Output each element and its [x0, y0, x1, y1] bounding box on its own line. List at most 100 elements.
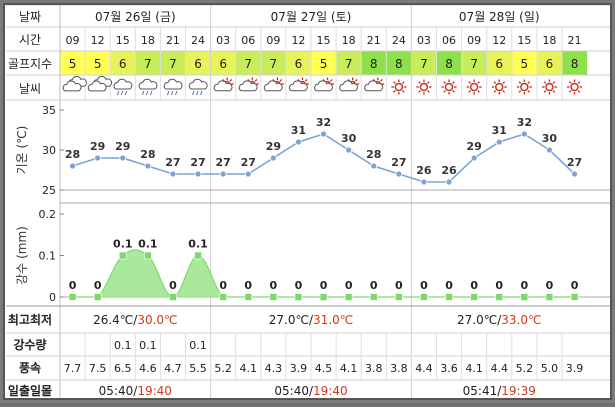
wind-speed: 4.7: [164, 362, 182, 375]
time-label: 18: [342, 34, 356, 47]
rain-point: [420, 293, 428, 301]
max-temp: 31.0℃: [313, 313, 353, 327]
wind-speed: 3.8: [390, 362, 408, 375]
rain-point: [545, 293, 554, 301]
sun-ray: [380, 78, 383, 82]
sunrise-time: 05:40: [99, 384, 134, 398]
temp-data-label: 26: [441, 164, 457, 177]
rain-point: [520, 293, 529, 301]
golf-index-value: 6: [546, 57, 554, 71]
golf-index-value: 8: [445, 57, 453, 71]
sun-shape: [495, 82, 504, 92]
sunny-icon: [491, 79, 507, 95]
golf-index-value: 6: [219, 57, 227, 71]
golf-index-cell: [135, 51, 161, 75]
temp-data-label: 30: [341, 132, 357, 145]
golf-index-cell: [361, 51, 387, 75]
rain-point: [470, 293, 478, 301]
temp-point: [219, 170, 227, 178]
time-label: 24: [191, 34, 205, 47]
golf-index-cell: [260, 51, 286, 75]
cloudy-icon: [62, 75, 87, 92]
time-label: 12: [91, 34, 105, 47]
wind-speed: 6.5: [114, 362, 132, 375]
time-label: 15: [116, 34, 130, 47]
cloud-shape: [364, 80, 384, 92]
wind-speed: 3.9: [290, 362, 308, 375]
sunrise-time: 05:41: [463, 384, 498, 398]
wind-speed: 5.0: [541, 362, 559, 375]
separator: /: [497, 313, 502, 327]
temp-ytick-label: 30: [42, 144, 56, 157]
cloud-shape: [213, 80, 233, 92]
sun-ray: [229, 78, 233, 82]
rain-data-label: 0: [571, 279, 579, 292]
separator: /: [309, 384, 314, 398]
temp-data-label: 26: [416, 164, 432, 177]
rain-data-label: 0.1: [188, 238, 208, 251]
temp-data-label: 27: [215, 156, 230, 169]
sun-ray: [477, 90, 480, 93]
sun-shape: [394, 82, 404, 92]
partly-cloudy-icon: [288, 77, 309, 92]
temp-data-label: 27: [190, 156, 205, 169]
sun-ray: [393, 90, 396, 93]
golf-index-value: 7: [169, 57, 177, 71]
rain-point: [194, 251, 202, 260]
sun-ray: [577, 81, 581, 84]
rain-ytick-label: 0.1: [39, 250, 57, 263]
min-temp: 27.0℃: [457, 313, 497, 327]
golf-index-cell: [436, 51, 462, 75]
sun-ray: [418, 81, 421, 84]
sun-ray: [502, 90, 506, 93]
rain-icon: [138, 78, 158, 96]
golf-index-cell: [210, 51, 236, 75]
min-max-temp: 27.0℃/33.0℃: [457, 313, 541, 327]
wind-speed: 4.1: [340, 362, 358, 375]
golf-index-cell: [511, 51, 537, 75]
partly-cloudy-icon: [364, 77, 385, 92]
golf-index-value: 6: [119, 57, 127, 71]
sun-ray: [568, 90, 572, 93]
golf-index-value: 7: [144, 57, 152, 71]
rain-drop: [124, 90, 128, 96]
sun-ray: [493, 81, 497, 84]
rain-data-label: 0: [395, 279, 403, 292]
sun-ray: [452, 90, 455, 93]
sunny-icon: [541, 79, 557, 95]
cloud-shape: [163, 78, 183, 90]
max-temp: 33.0℃: [501, 313, 541, 327]
sun-ray: [355, 78, 358, 82]
golf-index-value: 6: [495, 57, 503, 71]
golf-index-value: 8: [395, 57, 403, 71]
rain-drop: [196, 90, 199, 96]
temp-point: [445, 178, 453, 186]
temp-data-label: 27: [241, 156, 256, 169]
rain-point: [344, 293, 353, 301]
rain-point: [570, 293, 579, 301]
rain-point: [495, 293, 504, 301]
sun-row-label: 일출일몰: [8, 383, 52, 398]
time-label: 06: [442, 34, 456, 47]
date-label: 07월 27일 (토): [271, 10, 352, 24]
golf-index-value: 8: [571, 57, 579, 71]
sun-ray: [543, 90, 547, 93]
temp-data-label: 31: [492, 124, 507, 137]
rain-data-label: 0: [320, 279, 328, 292]
golf-index-cell: [411, 51, 437, 75]
golf-index-value: 7: [244, 57, 252, 71]
wind-speed: 3.8: [365, 362, 383, 375]
sunny-icon: [441, 79, 457, 95]
golf-index-cell: [486, 51, 512, 75]
golf-index-cell: [386, 51, 412, 75]
wind-speed: 4.4: [491, 362, 509, 375]
sun-ray: [568, 81, 572, 84]
cloudy-icon: [87, 75, 113, 92]
sun-ray: [493, 90, 497, 93]
weather-row-label: 날씨: [19, 82, 41, 96]
sun-ray: [393, 81, 396, 84]
rain-drop: [170, 90, 174, 96]
temp-point: [420, 178, 428, 186]
sun-shape: [419, 82, 429, 92]
rain-point: [269, 293, 278, 301]
